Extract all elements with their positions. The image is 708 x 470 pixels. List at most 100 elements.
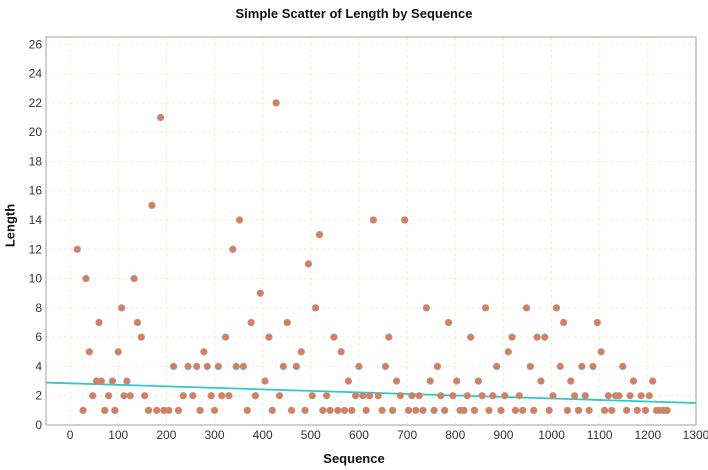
data-point xyxy=(221,333,230,341)
y-tick-label: 6 xyxy=(35,330,42,344)
data-point xyxy=(247,318,255,327)
data-point xyxy=(355,362,363,371)
data-point xyxy=(268,406,276,415)
data-point xyxy=(526,362,535,371)
axis-ticks: 0 100 200 300 400 500 600 700 800 900 1000 1100 1200… xyxy=(29,37,708,442)
data-point xyxy=(392,377,401,385)
x-tick-label: 600 xyxy=(349,428,369,442)
chart-title: Simple Scatter of Length by Sequence xyxy=(235,6,473,21)
data-point xyxy=(137,333,145,341)
data-point xyxy=(203,362,211,371)
data-point xyxy=(552,304,561,312)
y-tick-label: 16 xyxy=(29,184,43,198)
y-tick-label: 10 xyxy=(29,272,43,286)
data-point xyxy=(153,406,161,415)
data-point xyxy=(261,377,269,385)
data-point xyxy=(283,318,291,327)
data-point xyxy=(489,392,497,400)
data-point xyxy=(449,392,457,400)
data-point xyxy=(117,304,126,312)
x-tick-label: 1100 xyxy=(587,428,613,442)
data-point xyxy=(641,406,650,415)
data-point xyxy=(369,216,378,224)
data-point xyxy=(378,406,386,415)
data-point xyxy=(567,377,575,385)
y-tick-label: 22 xyxy=(29,96,43,110)
y-tick-label: 2 xyxy=(35,389,42,403)
y-tick-label: 14 xyxy=(29,213,43,227)
data-point xyxy=(225,392,233,400)
data-point xyxy=(301,406,309,415)
data-point xyxy=(589,362,597,371)
data-point xyxy=(537,377,545,385)
data-point xyxy=(563,406,572,415)
data-point xyxy=(243,406,251,415)
x-tick-label: 1200 xyxy=(635,428,662,442)
data-point xyxy=(174,406,183,415)
data-point xyxy=(256,289,264,297)
data-point xyxy=(111,406,119,415)
data-point xyxy=(615,392,623,400)
x-tick-label: 400 xyxy=(253,428,273,442)
data-point xyxy=(120,392,128,400)
data-point xyxy=(623,406,631,415)
data-point xyxy=(408,392,416,400)
data-point xyxy=(362,406,370,415)
plot-area-frame xyxy=(45,36,697,426)
data-point xyxy=(474,377,483,385)
data-point xyxy=(430,406,438,415)
data-point xyxy=(95,318,103,327)
data-point xyxy=(365,392,374,400)
data-point xyxy=(437,392,445,400)
data-point xyxy=(645,392,653,400)
data-point xyxy=(433,362,442,371)
x-tick-label: 700 xyxy=(397,428,417,442)
data-point xyxy=(144,406,153,415)
y-tick-label: 24 xyxy=(29,67,43,81)
data-point xyxy=(297,348,305,356)
data-point xyxy=(315,231,324,239)
data-point xyxy=(608,406,616,415)
x-tick-label: 800 xyxy=(445,428,465,442)
data-point xyxy=(207,392,215,400)
data-point xyxy=(497,406,505,415)
y-tick-label: 0 xyxy=(35,418,42,432)
y-tick-label: 18 xyxy=(29,154,43,168)
data-point xyxy=(337,348,345,356)
data-point xyxy=(419,406,427,415)
x-tick-label: 1000 xyxy=(538,428,565,442)
data-point xyxy=(218,392,226,400)
data-point xyxy=(344,377,353,385)
data-point xyxy=(169,362,178,371)
data-point xyxy=(279,362,288,371)
data-point xyxy=(412,406,420,415)
x-tick-label: 0 xyxy=(67,428,74,442)
x-tick-label: 1300 xyxy=(683,428,708,442)
data-point xyxy=(385,333,393,341)
data-point xyxy=(340,406,349,415)
data-point xyxy=(374,392,382,400)
data-point xyxy=(334,406,342,415)
x-tick-label: 900 xyxy=(493,428,513,442)
data-point xyxy=(470,406,479,415)
data-point xyxy=(485,406,493,415)
data-point xyxy=(97,377,106,385)
x-axis-label: Sequence xyxy=(323,451,385,466)
data-point xyxy=(130,274,138,283)
data-point xyxy=(104,392,113,400)
data-point xyxy=(156,113,165,122)
data-point xyxy=(193,362,201,371)
data-point xyxy=(351,392,360,400)
x-tick-label: 500 xyxy=(301,428,321,442)
data-point xyxy=(481,304,490,312)
data-point xyxy=(619,362,627,371)
data-point xyxy=(559,318,568,327)
data-point xyxy=(571,392,579,400)
data-point xyxy=(85,348,93,356)
data-point xyxy=(453,377,461,385)
data-point xyxy=(549,392,557,400)
data-point xyxy=(581,392,589,400)
y-tick-label: 8 xyxy=(35,301,42,315)
data-point xyxy=(359,392,367,400)
